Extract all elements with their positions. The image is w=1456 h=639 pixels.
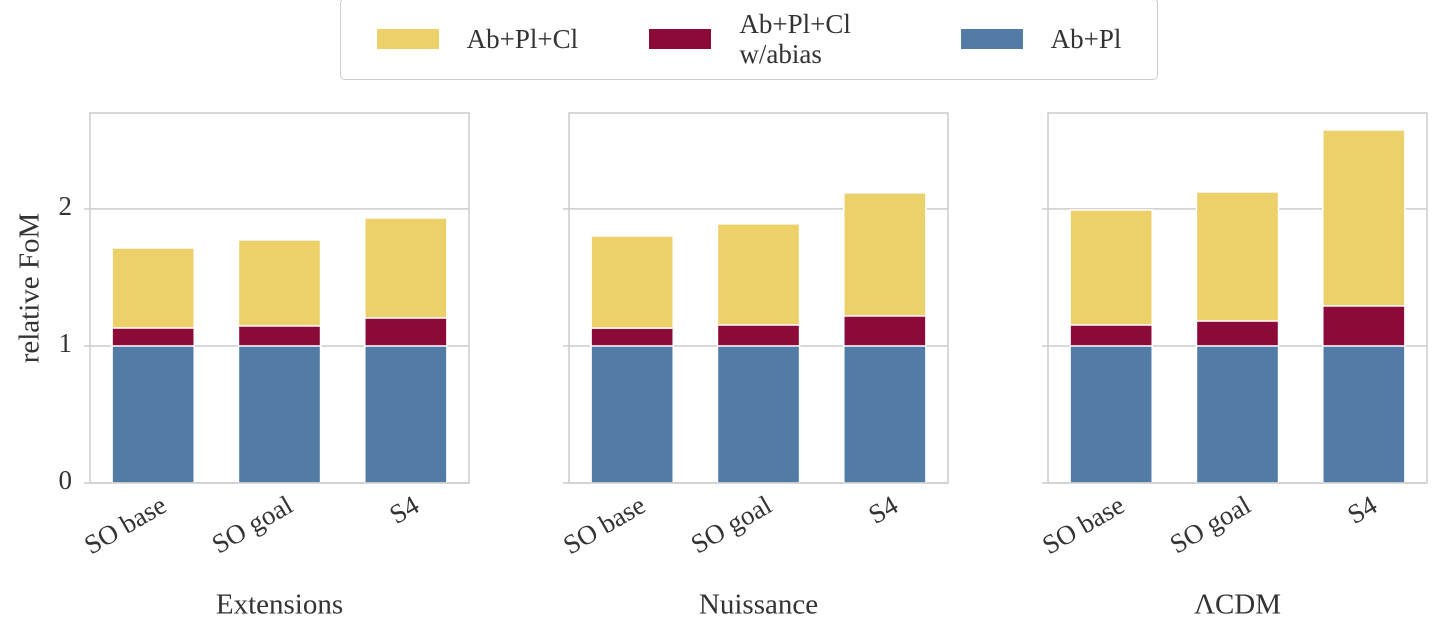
x-axis-label: Extensions: [216, 589, 343, 621]
axes-frame: [89, 112, 470, 484]
bar: [237, 345, 322, 484]
legend-swatch: [960, 29, 1023, 49]
legend-entry: Ab+Pl: [960, 24, 1122, 54]
legend-label: Ab+Pl: [1050, 24, 1122, 54]
legend-label: Ab+Pl+Cl: [466, 24, 579, 54]
bar: [716, 345, 801, 484]
bar: [1195, 345, 1280, 484]
x-axis-label: Nuissance: [699, 589, 818, 621]
bar: [364, 345, 448, 484]
x-axis-label: ΛCDM: [1194, 589, 1281, 621]
x-tick-label: SO base: [558, 490, 650, 561]
y-tick-label: 1: [59, 328, 73, 358]
axes-frame: [568, 112, 949, 484]
x-tick-label: SO goal: [1165, 490, 1256, 560]
x-tick-label: S4: [863, 489, 903, 529]
x-tick-label: SO goal: [207, 490, 298, 560]
y-tick-label: 2: [59, 191, 73, 221]
axes-frame: [1047, 112, 1428, 484]
legend: Ab+Pl+Cl Ab+Pl+Cl w/abias Ab+Pl: [340, 0, 1158, 80]
x-tick-label: SO goal: [686, 490, 777, 560]
legend-swatch: [376, 29, 439, 49]
legend-entry: Ab+Pl+Cl w/abias: [649, 9, 889, 69]
x-tick-label: SO base: [1037, 490, 1129, 561]
legend-label: Ab+Pl+Cl w/abias: [739, 9, 851, 69]
bar: [111, 345, 195, 484]
y-tick-label: 0: [59, 465, 73, 495]
bar: [843, 345, 927, 484]
legend-entry: Ab+Pl+Cl: [376, 24, 579, 54]
x-tick-label: S4: [384, 489, 424, 529]
y-axis-label: relative FoM: [14, 213, 46, 364]
bar: [590, 345, 674, 484]
bar: [1069, 345, 1153, 484]
x-tick-label: SO base: [79, 490, 171, 561]
legend-swatch: [649, 29, 712, 49]
bar: [1322, 345, 1406, 484]
x-tick-label: S4: [1342, 489, 1382, 529]
